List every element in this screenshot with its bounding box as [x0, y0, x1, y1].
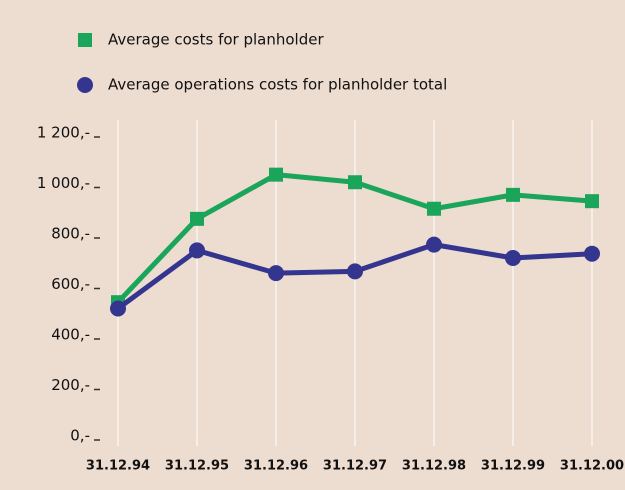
y-tick-label: 200,- [51, 376, 90, 394]
y-tick-label: 1 200,- [37, 124, 90, 142]
x-tick-label: 31.12.99 [481, 459, 545, 474]
y-tick-label: 0,- [70, 427, 90, 445]
legend-marker [78, 33, 92, 47]
y-tick-label: 600,- [51, 275, 90, 293]
marker [505, 249, 521, 266]
x-tick-label: 31.12.97 [323, 459, 387, 474]
marker [426, 236, 442, 253]
marker [268, 265, 284, 282]
x-tick-label: 31.12.96 [244, 459, 308, 474]
marker [427, 201, 441, 216]
x-tick-label: 31.12.98 [402, 459, 466, 474]
marker [269, 167, 283, 182]
marker [584, 245, 600, 262]
x-tick-label: 31.12.00 [560, 459, 624, 474]
marker [190, 211, 204, 226]
legend-marker [77, 77, 93, 93]
marker [585, 194, 599, 209]
y-tick-label: 800,- [51, 225, 90, 243]
x-tick-label: 31.12.95 [165, 459, 229, 474]
marker [347, 263, 363, 280]
marker [189, 242, 205, 259]
marker [506, 187, 520, 202]
y-tick-label: 400,- [51, 326, 90, 344]
legend-label: Average operations costs for planholder … [108, 76, 447, 94]
marker [110, 300, 126, 317]
y-tick-label: 1 000,- [37, 174, 90, 192]
marker [348, 175, 362, 190]
x-tick-label: 31.12.94 [86, 459, 150, 474]
legend-label: Average costs for planholder [108, 31, 324, 49]
